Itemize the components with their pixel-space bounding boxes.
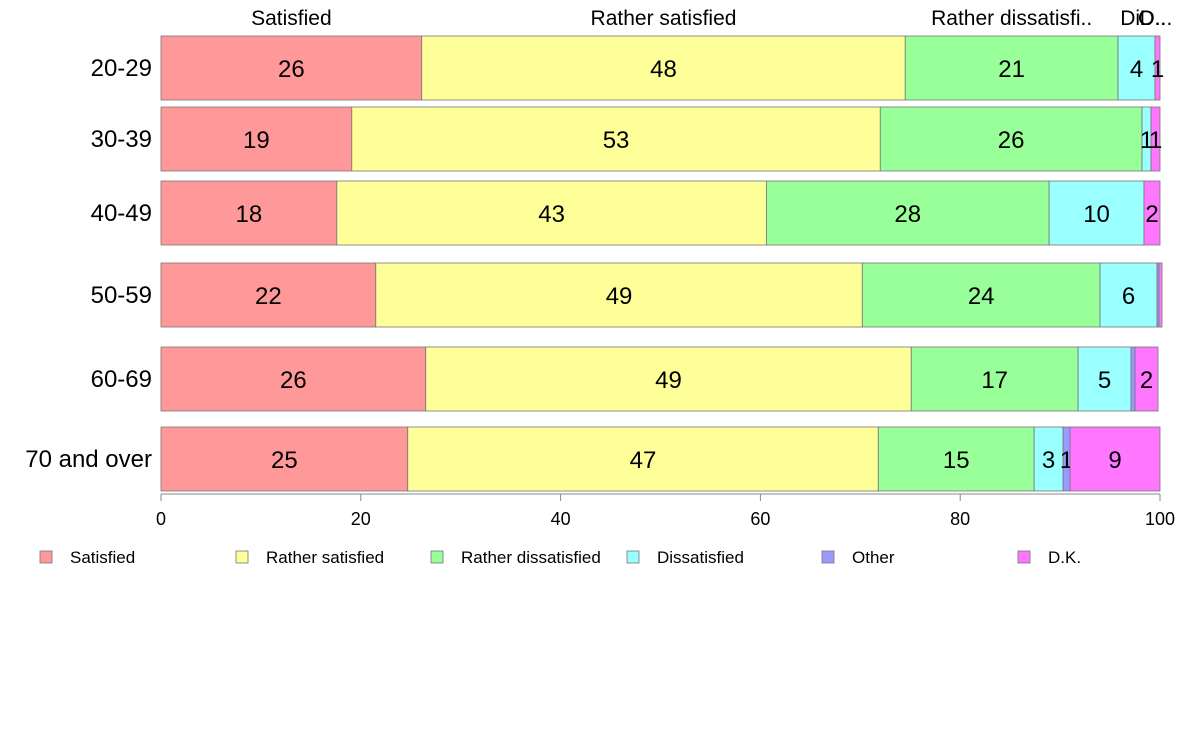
bar-segment (160, 180, 338, 246)
data-label: 43 (538, 201, 565, 228)
data-label: 25 (271, 447, 298, 474)
legend-label: Satisfied (70, 548, 135, 567)
data-label: 49 (606, 283, 633, 310)
y-axis-category-labels: 20-29 30-39 40-49 50-59 60-69 70 and over (25, 55, 152, 473)
x-tick-label: 60 (750, 509, 770, 529)
data-label: 1 (1140, 127, 1153, 154)
data-label: 15 (943, 447, 970, 474)
bar-segment (407, 426, 879, 492)
bar-segment (1048, 180, 1145, 246)
data-label: 19 (243, 127, 270, 154)
data-label: 5 (1098, 367, 1111, 394)
data-label: 53 (603, 127, 630, 154)
top-category-label: Rather satisfied (591, 7, 737, 30)
data-label: 1 (1151, 56, 1164, 83)
bar-segment (877, 426, 1035, 492)
bar-segment (160, 262, 377, 328)
x-axis: 0 20 40 60 80 100 (156, 493, 1175, 529)
bar-segment (160, 35, 423, 101)
bar-segment (160, 106, 353, 172)
bar-segment (879, 106, 1143, 172)
legend-swatch (821, 550, 835, 564)
x-tick-label: 100 (1145, 509, 1175, 529)
bar-segment (351, 106, 881, 172)
bar-segment (1158, 262, 1163, 328)
bar-segment (1134, 346, 1159, 412)
bar-segment (1077, 346, 1132, 412)
x-tick-label: 20 (351, 509, 371, 529)
legend-label: D.K. (1048, 548, 1081, 567)
bar-segment (160, 346, 427, 412)
x-tick-label: 0 (156, 509, 166, 529)
data-label: 24 (968, 283, 995, 310)
bar-segment (425, 346, 912, 412)
top-category-label: O.. (1138, 7, 1166, 30)
bar-segment (1033, 426, 1064, 492)
top-category-labels: Satisfied Rather satisfied Rather dissatis… (251, 7, 1172, 30)
bar-segment (765, 180, 1050, 246)
data-label: 49 (655, 367, 682, 394)
data-label: 47 (630, 447, 657, 474)
bar-segment (1069, 426, 1161, 492)
data-label: 6 (1122, 283, 1135, 310)
bar-segment (421, 35, 906, 101)
category-label: 20-29 (91, 55, 152, 82)
legend-label: Rather satisfied (266, 548, 384, 567)
top-category-label: Rather dissatisfi.. (931, 7, 1092, 30)
bar-segment (1099, 262, 1158, 328)
legend-label: Other (852, 548, 895, 567)
data-label: 22 (255, 283, 282, 310)
bar-segment (1150, 106, 1161, 172)
legend-label: Rather dissatisfied (461, 548, 601, 567)
top-category-label: D... (1140, 7, 1173, 30)
bar-segment (910, 346, 1079, 412)
bar-segment (904, 35, 1119, 101)
legend-swatch (1017, 550, 1031, 564)
legend-swatch (39, 550, 53, 564)
x-tick-label: 80 (950, 509, 970, 529)
legend-label: Dissatisfied (657, 548, 744, 567)
legend-swatch (235, 550, 249, 564)
data-label: 17 (981, 367, 1008, 394)
legend-swatch (430, 550, 444, 564)
bar-segment (1143, 180, 1161, 246)
bar-segment (1154, 35, 1161, 101)
top-category-label: Satisfied (251, 7, 332, 30)
data-label: 10 (1083, 201, 1110, 228)
data-label: 1 (1149, 127, 1162, 154)
data-label: 26 (280, 367, 307, 394)
top-category-label: Di.. (1120, 7, 1152, 30)
data-label: 28 (894, 201, 921, 228)
category-label: 60-69 (91, 366, 152, 393)
category-label: 50-59 (91, 282, 152, 309)
x-tick-label: 40 (551, 509, 571, 529)
data-label: 2 (1145, 201, 1158, 228)
bar-segment (375, 262, 863, 328)
data-label: 21 (998, 56, 1025, 83)
data-label: 2 (1140, 367, 1153, 394)
data-label: 26 (998, 127, 1025, 154)
legend: Satisfied Rather satisfied Rather dissatis… (39, 548, 1081, 567)
data-label: 3 (1042, 447, 1055, 474)
data-label: 18 (236, 201, 263, 228)
bar-segment (1130, 346, 1136, 412)
bar-segment (861, 262, 1101, 328)
bar-segment (160, 426, 409, 492)
category-label: 70 and over (25, 446, 152, 473)
data-label: 26 (278, 56, 305, 83)
data-label: 4 (1130, 56, 1143, 83)
legend-swatch (626, 550, 640, 564)
category-label: 40-49 (91, 200, 152, 227)
category-label: 30-39 (91, 126, 152, 153)
data-label: 48 (650, 56, 677, 83)
data-label: 9 (1108, 447, 1121, 474)
